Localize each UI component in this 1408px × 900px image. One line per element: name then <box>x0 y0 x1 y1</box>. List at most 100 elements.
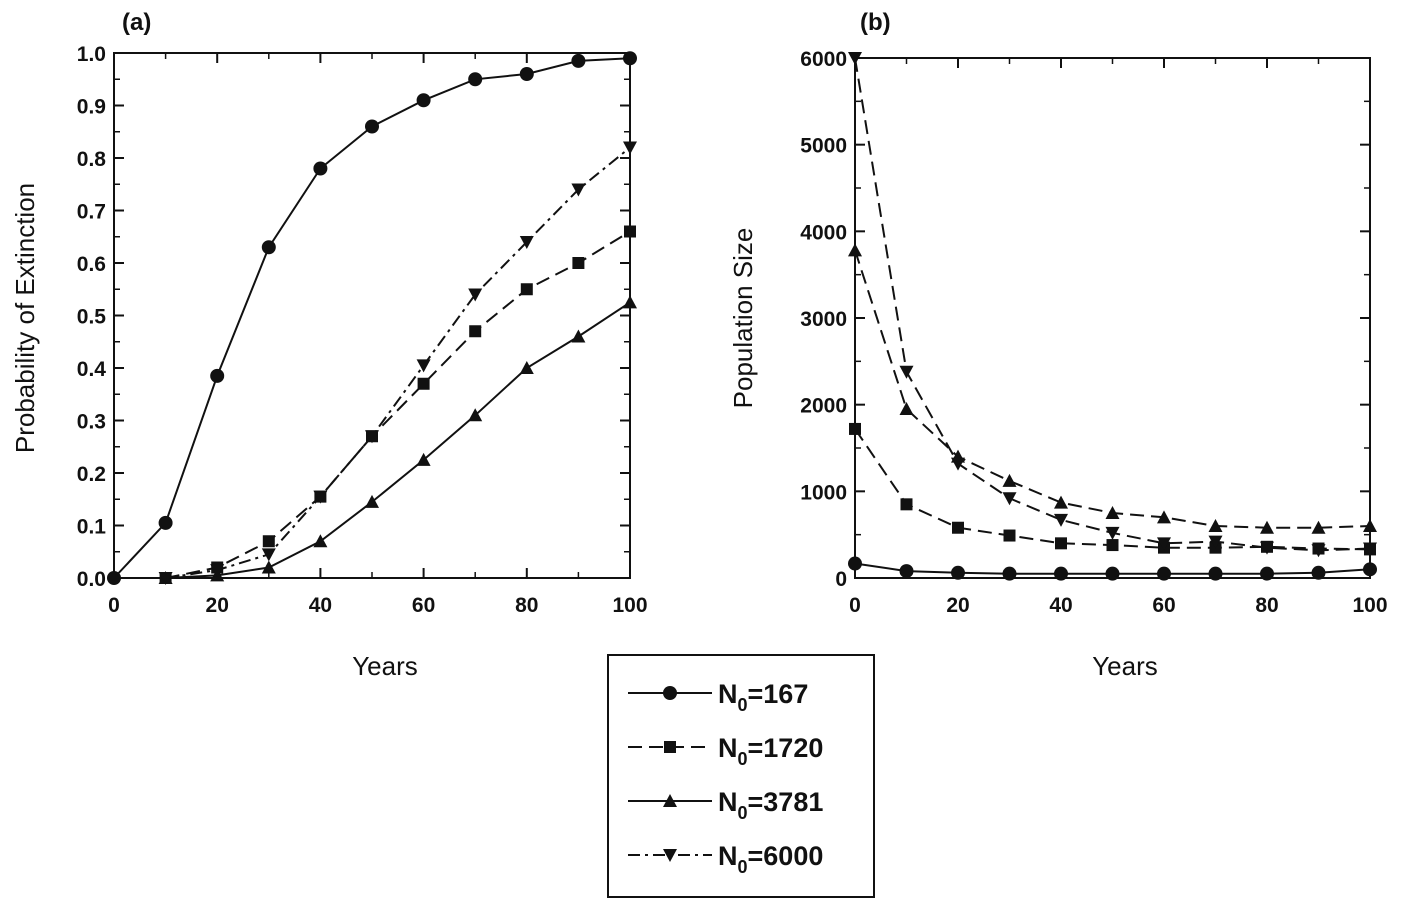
panel-b-letter: (b) <box>860 9 891 36</box>
series-n0-6000 <box>848 52 1377 558</box>
data-point-n0-167 <box>519 67 534 81</box>
data-point-n0-6000 <box>571 183 586 197</box>
x-tick-label: 80 <box>1255 594 1278 617</box>
data-point-n0-6000 <box>1208 535 1223 549</box>
legend-label-suffix: =6000 <box>748 841 824 871</box>
legend-entry: N0=1720 <box>628 733 823 769</box>
x-tick-label: 100 <box>612 594 647 617</box>
data-point-n0-3781 <box>468 408 483 422</box>
data-point-n0-167 <box>158 515 173 530</box>
legend-label-prefix: N <box>718 841 738 871</box>
data-point-n0-6000 <box>519 236 534 249</box>
panel-a-chart: (a) 0 20 40 60 80 100 0.0 0.1 0.2 0.3 0.4 0.5 0.6 0.7… <box>10 9 648 681</box>
series-n0-167 <box>848 556 1377 581</box>
data-point-n0-3781 <box>313 534 328 548</box>
series-n0-1720 <box>159 225 636 584</box>
data-point-n0-3781 <box>519 361 534 374</box>
series-n0-6000 <box>158 141 637 585</box>
x-tick-label: 40 <box>309 594 332 617</box>
y-tick-label: 0.8 <box>77 148 107 171</box>
panel-b-chart: (b) 0 20 40 60 80 100010002000300040005000600… <box>728 9 1388 681</box>
y-tick-label: 0 <box>835 568 847 591</box>
y-tick-label: 0.3 <box>77 411 106 434</box>
x-tick-label: 20 <box>206 594 229 617</box>
data-point-n0-167 <box>416 93 431 108</box>
legend-label: N0=1720 <box>718 733 823 769</box>
x-tick-label: 0 <box>108 594 120 617</box>
legend-label: N0=167 <box>718 679 808 715</box>
data-point-n0-167 <box>107 571 121 585</box>
series-line-n0-3781 <box>854 249 1371 529</box>
legend-entry: N0=167 <box>628 679 808 715</box>
data-point-n0-167 <box>1054 566 1068 581</box>
legend-marker <box>663 686 677 700</box>
legend-label-prefix: N <box>718 733 738 763</box>
data-point-n0-3781 <box>365 494 379 508</box>
y-tick-label: 1000 <box>800 481 847 504</box>
series-n0-3781 <box>158 295 637 584</box>
x-tick-label: 40 <box>1049 594 1072 617</box>
data-point-n0-1720 <box>262 535 275 548</box>
data-point-n0-6000 <box>261 548 276 562</box>
panel-a-x-axis-label: Years <box>352 651 418 681</box>
legend-marker <box>663 794 677 807</box>
data-point-n0-1720 <box>1106 539 1119 552</box>
data-point-n0-6000 <box>416 359 431 373</box>
legend-label-prefix: N <box>718 787 738 817</box>
data-point-n0-6000 <box>951 457 965 471</box>
data-point-n0-1720 <box>1055 537 1067 550</box>
legend-label: N0=3781 <box>718 787 823 823</box>
legend-label-subscript: 0 <box>738 857 748 877</box>
y-tick-label: 1.0 <box>77 43 106 66</box>
legend-label-subscript: 0 <box>738 749 748 769</box>
data-point-n0-167 <box>468 72 483 87</box>
data-point-n0-6000 <box>1105 526 1120 540</box>
legend-entry: N0=3781 <box>628 787 823 823</box>
data-point-n0-167 <box>899 564 914 579</box>
data-point-n0-167 <box>848 556 862 571</box>
y-tick-label: 0.5 <box>77 306 107 329</box>
data-point-n0-6000 <box>1363 542 1377 556</box>
x-tick-label: 60 <box>1152 594 1175 617</box>
panel-b-series <box>848 52 1377 581</box>
data-point-n0-3781 <box>1260 520 1274 534</box>
y-tick-label: 6000 <box>800 48 847 71</box>
data-point-n0-167 <box>623 51 637 66</box>
legend-marker <box>663 849 677 862</box>
data-point-n0-167 <box>1002 566 1017 581</box>
data-point-n0-1720 <box>572 257 585 269</box>
data-point-n0-3781 <box>1105 506 1120 519</box>
data-point-n0-1720 <box>520 283 533 296</box>
y-tick-label: 2000 <box>800 395 847 418</box>
legend-box <box>607 654 875 898</box>
data-point-n0-3781 <box>1054 495 1068 509</box>
data-point-n0-6000 <box>210 564 225 578</box>
data-point-n0-1720 <box>900 498 913 511</box>
legend-entry: N0=6000 <box>628 841 823 877</box>
y-tick-label: 0.9 <box>77 96 106 119</box>
data-point-n0-6000 <box>1260 541 1274 555</box>
legend-label-suffix: =3781 <box>748 787 824 817</box>
y-tick-label: 3000 <box>800 308 847 331</box>
data-point-n0-167 <box>210 368 225 383</box>
legend-label-suffix: =167 <box>748 679 809 709</box>
series-n0-167 <box>107 51 637 585</box>
data-point-n0-167 <box>1363 562 1377 577</box>
data-point-n0-167 <box>571 53 586 68</box>
data-point-n0-3781 <box>571 329 586 343</box>
legend-marker <box>664 741 676 753</box>
data-point-n0-6000 <box>623 141 637 155</box>
x-tick-label: 60 <box>412 594 435 617</box>
x-tick-label: 80 <box>515 594 538 617</box>
y-tick-label: 0.6 <box>77 253 106 276</box>
data-point-n0-167 <box>1157 566 1171 581</box>
panel-a-letter: (a) <box>122 9 151 36</box>
data-point-n0-6000 <box>468 288 483 302</box>
data-point-n0-6000 <box>313 490 328 504</box>
data-point-n0-6000 <box>1002 492 1017 506</box>
data-point-n0-1720 <box>417 377 430 390</box>
data-point-n0-167 <box>1311 565 1326 580</box>
series-line-n0-6000 <box>165 146 631 579</box>
